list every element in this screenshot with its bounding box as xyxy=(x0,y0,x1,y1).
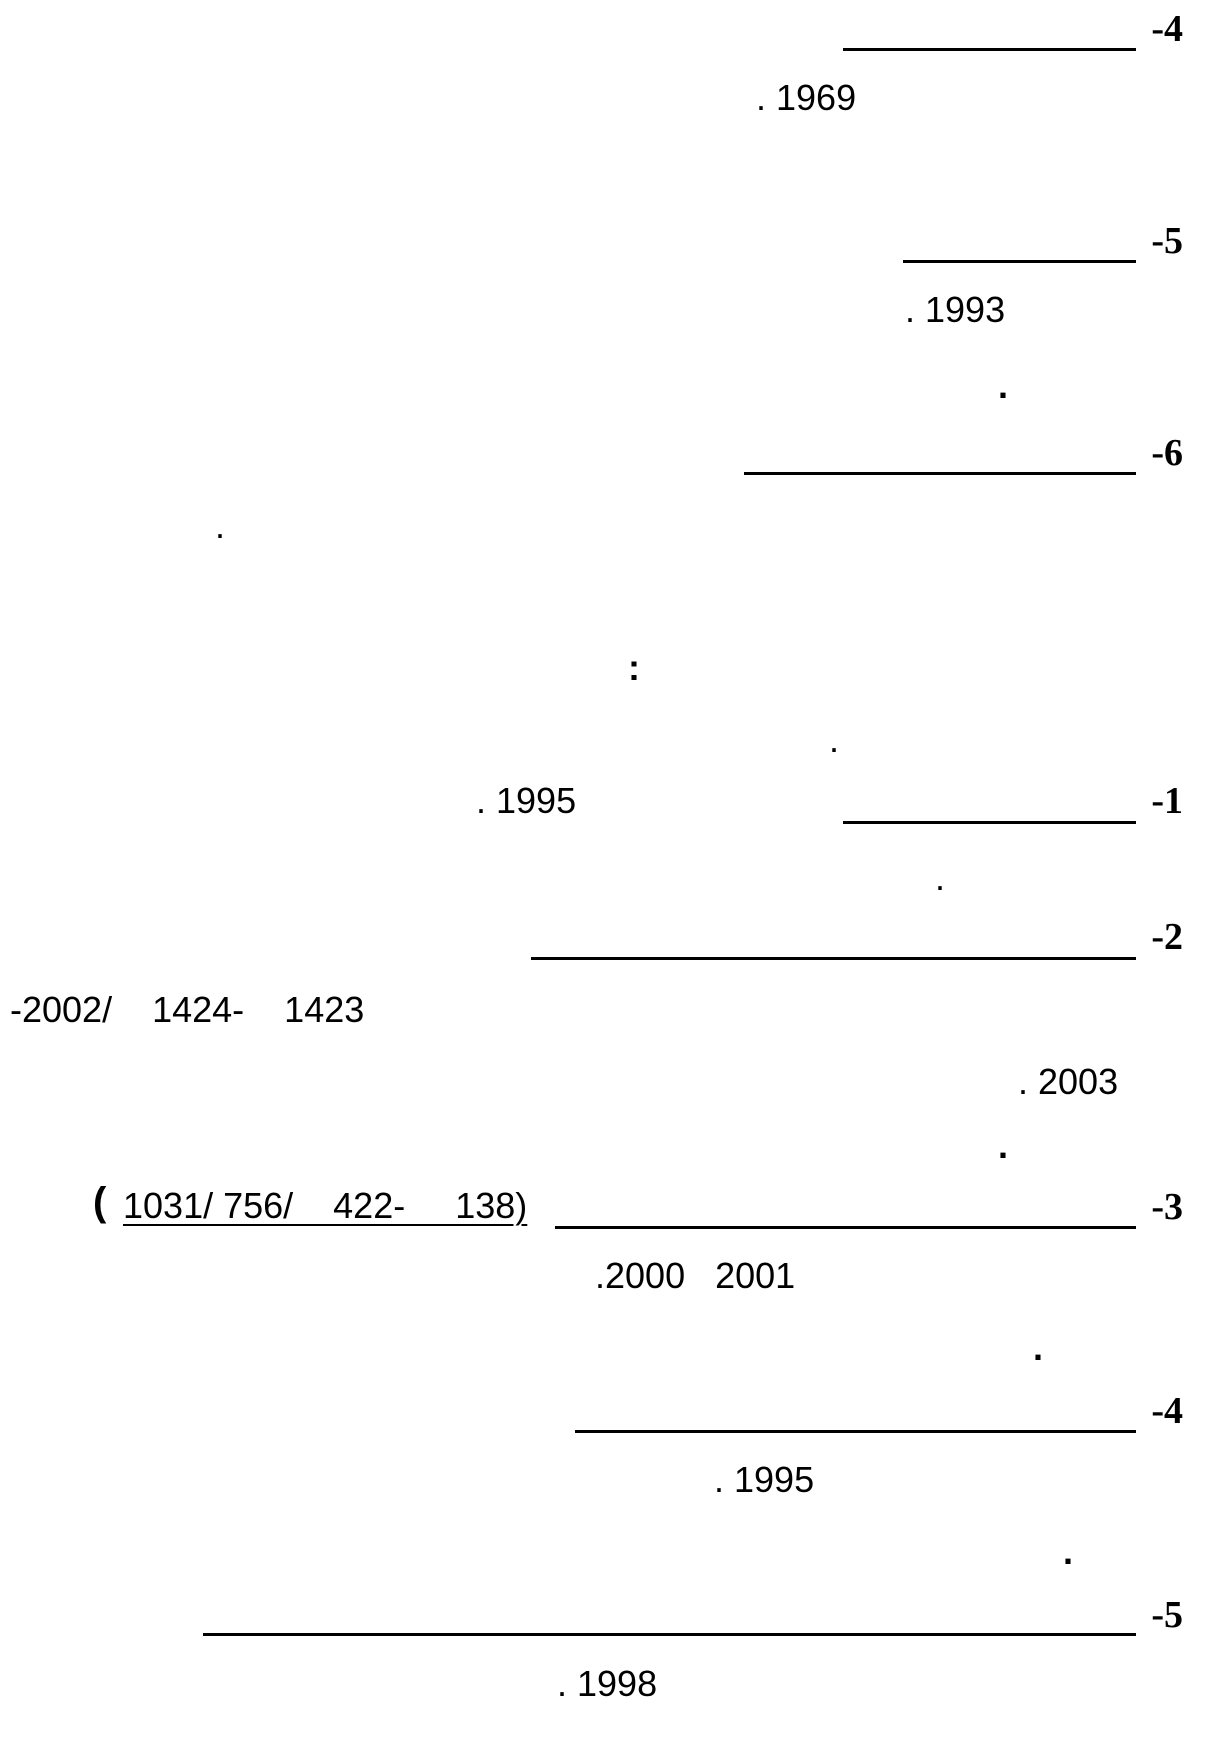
sentence-period: . xyxy=(998,1125,1009,1166)
sentence-period: . xyxy=(215,505,226,546)
entry-year: . 1993 xyxy=(905,289,1006,330)
title-underline xyxy=(903,260,1136,263)
title-underline xyxy=(555,1226,1136,1229)
reference-open-paren: ( xyxy=(93,1180,107,1224)
entry-number: -5 xyxy=(1151,220,1183,262)
sentence-period: . xyxy=(1063,1531,1074,1572)
title-underline xyxy=(575,1430,1136,1433)
title-underline xyxy=(203,1633,1136,1636)
entry-number: -3 xyxy=(1151,1186,1183,1228)
entry-number: -4 xyxy=(1151,1390,1183,1432)
title-underline xyxy=(744,472,1136,475)
sentence-period: . xyxy=(998,365,1009,406)
sentence-period: . xyxy=(1033,1327,1044,1368)
entry-number: -1 xyxy=(1151,780,1183,822)
entry-year: . 1995 xyxy=(714,1459,815,1500)
entry-dates: -2002/ 1424- 1423 xyxy=(10,989,365,1030)
entry-year: . 2003 xyxy=(1018,1061,1119,1102)
title-underline xyxy=(843,48,1136,51)
sentence-period: . xyxy=(935,857,946,898)
entry-year: .2000 2001 xyxy=(595,1255,796,1296)
entry-number: -6 xyxy=(1151,432,1183,474)
entry-number: -4 xyxy=(1151,8,1183,50)
entry-year: . 1995 xyxy=(476,780,577,821)
entry-year: . 1998 xyxy=(557,1663,658,1704)
reference-range: 1031/ 756/ 422- 138) xyxy=(123,1185,528,1226)
entry-number: -5 xyxy=(1151,1594,1183,1636)
entry-number: -2 xyxy=(1151,916,1183,958)
section-heading-colon: : xyxy=(628,647,640,688)
title-underline xyxy=(531,957,1136,960)
sentence-period: . xyxy=(829,719,840,760)
title-underline xyxy=(843,821,1136,824)
entry-year: . 1969 xyxy=(756,77,857,118)
